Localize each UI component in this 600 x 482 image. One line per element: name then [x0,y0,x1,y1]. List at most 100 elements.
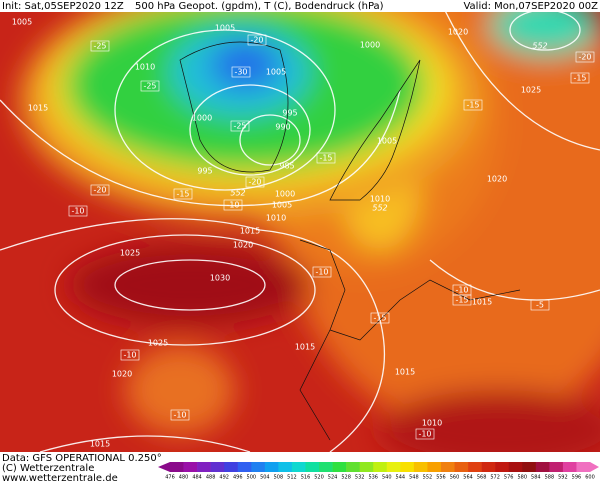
colorbar-bin [468,462,482,472]
colorbar-label: 532 [355,475,365,481]
isobar-label: 1020 [487,175,507,184]
colorbar-bin [427,462,442,472]
colorbar-bin [359,462,374,472]
temperature-label-box [230,120,250,132]
temperature-label: -10 [173,411,186,420]
copyright: (C) Wetterzentrale [2,463,94,474]
isobar-label: 990 [275,123,290,132]
colorbar-label: 568 [477,475,487,481]
isobar-label: 1000 [192,114,212,123]
colorbar-bin [251,462,266,472]
colorbar-label: 572 [490,475,500,481]
isobar-label: 1015 [395,368,415,377]
isobar-label: 985 [279,162,294,171]
colorbar-label: 524 [328,475,338,481]
isobar-label: 1015 [295,343,315,352]
isobar-label: 1020 [233,241,253,250]
temperature-label: -5 [536,301,544,310]
colorbar-bin [278,462,293,472]
colorbar-bin [522,462,537,472]
colorbar-bin [197,462,211,472]
isobar-label: 1010 [135,63,155,72]
isobar-label: 1010 [370,195,390,204]
colorbar-label: 516 [301,475,311,481]
map [0,12,600,452]
temperature-label-box [463,99,483,111]
colorbar-bin [183,462,198,472]
colorbar-label: 564 [463,475,473,481]
temperature-label-box [140,80,160,92]
temperature-label-box [370,312,390,324]
colorbar-bin [264,462,279,472]
init-time: Init: Sat,05SEP2020 12Z [2,1,124,12]
temperature-label-box [312,266,332,278]
temperature-label: -20 [248,178,261,187]
colorbar-bin [549,462,564,472]
temperature-label-box [570,72,590,84]
isobar-label: 1005 [12,18,32,27]
temperature-label: -15 [176,190,189,199]
isobar-label: 1030 [210,274,230,283]
colorbar-bin [210,462,225,472]
isobar-label: 1015 [90,440,110,449]
isobar-label: 1025 [120,249,140,258]
map-labels: 1005 1005 1010 1000 1005 1015 1000 995 990 995 985… [12,18,595,449]
colorbar-label: 592 [558,475,568,481]
colorbar-arrow-right [590,462,599,472]
colorbar-bin [508,462,523,472]
isobar-label: 1005 [377,137,397,146]
temperature-label: -10 [123,351,136,360]
colorbar-bin [562,462,577,472]
temperature-label-box [173,188,193,200]
temperature-label: -15 [319,154,332,163]
colorbar-bin [535,462,550,472]
temperature-label-box [245,176,265,188]
temperature-label: -10 [418,430,431,439]
isobar-label: 1020 [448,28,468,37]
colorbar-label: 548 [409,475,419,481]
colorbar-bin [495,462,510,472]
temperature-label-box [452,294,472,306]
colorbar-label: 576 [504,475,514,481]
colorbar-label: 480 [179,475,189,481]
temperature-label-box [575,51,595,63]
colorbar-label: 536 [368,475,378,481]
temperature-label-box [247,34,267,46]
isobar-label: 1025 [521,86,541,95]
colorbar-label: 476 [165,475,175,481]
colorbar-label: 584 [531,475,541,481]
isobar-label: 1015 [472,298,492,307]
height-label: 552 [532,42,547,51]
colorbar-label: 520 [314,475,324,481]
colorbar-bin [454,462,469,472]
colorbar-label: 496 [233,475,243,481]
colorbar-label: 560 [450,475,460,481]
temperature-label: -25 [233,122,246,131]
colorbar-label: 492 [219,475,229,481]
temperature-label-box [415,428,435,440]
colorbar-bin [576,462,591,472]
isobar-label: 1010 [266,214,286,223]
colorbar-bin [305,462,320,472]
colorbar-label: 512 [287,475,297,481]
isobar-label: 1000 [275,190,295,199]
height-label: 552 [372,204,387,213]
colorbar-label: 556 [436,475,446,481]
temperature-label: -10 [71,207,84,216]
isobar-label: 1020 [112,370,132,379]
colorbar-label: 552 [423,475,433,481]
colorbar-arrow-left [158,462,170,472]
temperature-label-box [223,199,243,211]
colorbar-bin [346,462,360,472]
temperature-label: -15 [455,296,468,305]
isobar-label: 1015 [28,104,48,113]
colorbar: 476 480 484 488 492 496 500 504 508 512 516 520 524 5… [158,462,599,481]
isobar-label: 1025 [148,339,168,348]
temperature-label-box [170,409,190,421]
colorbar-bin [440,462,455,472]
isobar-label: 1005 [266,68,286,77]
isobar-label: 995 [282,109,297,118]
colorbar-bin [291,462,306,472]
colorbar-label: 500 [247,475,257,481]
